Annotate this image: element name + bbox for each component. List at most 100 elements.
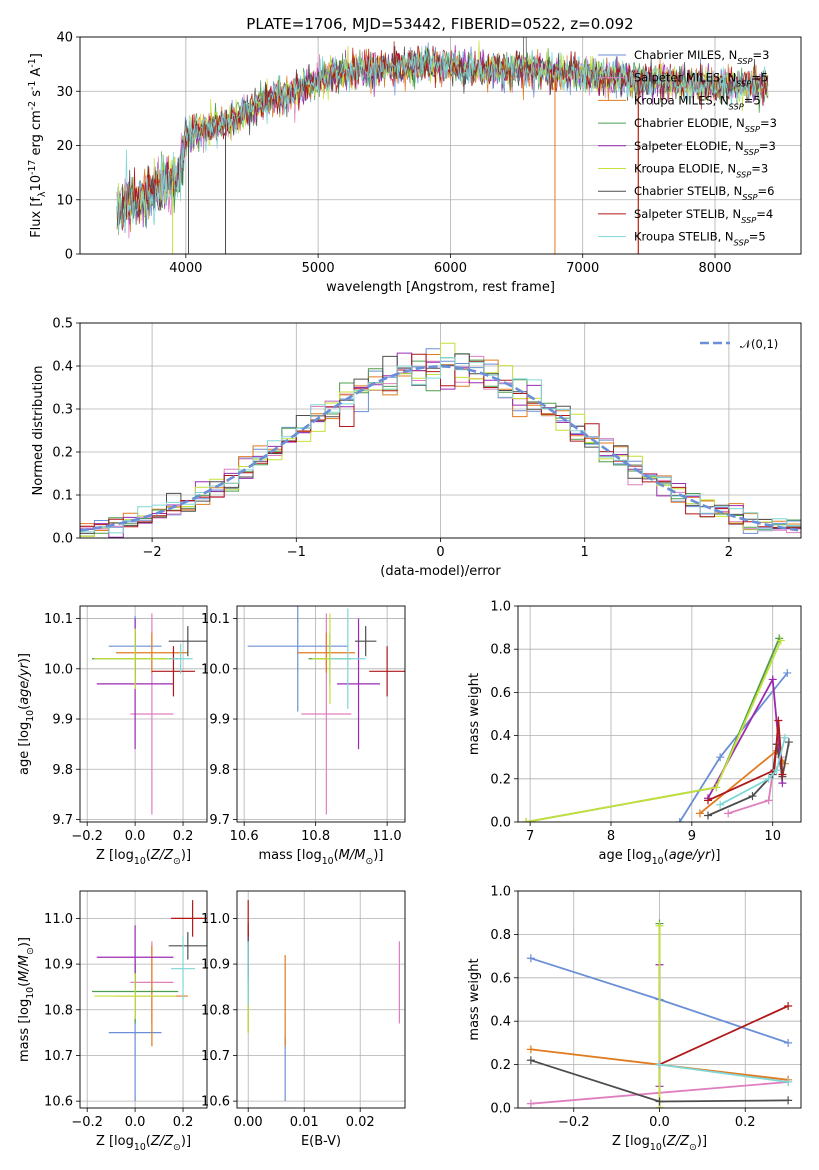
- axes-frame: [517, 605, 802, 823]
- weight-marker: [675, 818, 684, 822]
- spectrum-axes: 4000 5000 6000 7000 8000 0 10 20 30 40 wavelength …: [27, 31, 802, 295]
- weight-marker: [716, 753, 725, 762]
- plot-area: [247, 606, 405, 815]
- text-span: Z [log: [612, 1134, 650, 1149]
- x-axis-label: Z [log10(Z/Z⊙)]: [96, 1134, 191, 1153]
- text-span: s: [29, 90, 44, 101]
- x-tick-label: 11.0: [373, 829, 402, 844]
- x-tick-label: −1: [287, 545, 306, 560]
- text-span: -2: [27, 101, 38, 110]
- figure-title: PLATE=1706, MJD=53442, FIBERID=0522, z=0…: [246, 15, 633, 33]
- text-span: ⊙: [365, 856, 373, 867]
- mass-vs-ebv-axes: 0.00 0.01 0.02 10.6 10.7 10.8 10.9 11.0 E(B-V): [201, 890, 406, 1149]
- text-span: ⊙: [689, 1142, 697, 1153]
- x-axis-label: mass [log10(M/M⊙)]: [259, 848, 384, 867]
- text-span: 𝒩(0,1): [740, 337, 778, 351]
- x-tick-label: 9: [688, 829, 696, 844]
- text-span: )]: [181, 1134, 191, 1149]
- weight-marker: [764, 774, 773, 783]
- y-tick-label: 9.9: [52, 713, 73, 728]
- weight-line: [719, 737, 786, 806]
- x-tick-label: 5000: [302, 261, 335, 276]
- weight-marker: [764, 796, 773, 805]
- x-tick-label: 0: [436, 545, 444, 560]
- x-tick-label: 8: [607, 829, 615, 844]
- text-span: SSP: [744, 147, 759, 157]
- y-tick-label: 0: [65, 248, 73, 263]
- text-span: =5: [751, 71, 768, 85]
- text-span: 10: [25, 987, 36, 999]
- axes-frame: [236, 605, 406, 823]
- text-span: E(B-V): [301, 1134, 341, 1149]
- y-axis-label: mass weight: [467, 958, 482, 1040]
- weight-marker: [768, 675, 777, 684]
- weight-marker: [778, 770, 787, 779]
- x-tick-label: 7000: [566, 261, 599, 276]
- y-tick-label: 0.4: [490, 1015, 511, 1030]
- text-span: 10: [652, 856, 664, 867]
- x-tick-label: 2: [725, 545, 733, 560]
- text-span: M/M: [17, 955, 32, 982]
- weight-marker: [784, 738, 793, 747]
- x-tick-label: 10.8: [301, 829, 330, 844]
- x-tick-label: 6000: [434, 261, 467, 276]
- text-span: =3: [752, 48, 769, 62]
- text-span: )]: [373, 848, 383, 863]
- text-span: Chabrier MILES, N: [634, 48, 737, 62]
- text-span: Salpeter MILES, N: [634, 71, 736, 85]
- text-span: =3: [760, 116, 777, 130]
- text-span: (: [17, 705, 32, 710]
- x-axis-label: Z [log10(Z/Z⊙)]: [612, 1134, 707, 1153]
- y-tick-label: 10.6: [44, 1095, 73, 1110]
- y-tick-label: 0.0: [490, 1102, 511, 1117]
- legend-label: Chabrier ELODIE, NSSP=3: [634, 116, 777, 134]
- x-tick-label: −2: [143, 545, 162, 560]
- text-span: ⊙: [173, 1142, 181, 1153]
- grid: [80, 891, 207, 1108]
- text-span: Z [log: [96, 1134, 134, 1149]
- y-tick-label: 10.1: [201, 612, 230, 627]
- text-span: λ: [37, 191, 48, 197]
- y-axis-label: age [log10(age/yr)]: [17, 653, 36, 775]
- weight-marker: [712, 783, 721, 792]
- text-span: Salpeter STELIB, N: [634, 207, 741, 221]
- text-span: (: [146, 1134, 151, 1149]
- x-tick-label: 8000: [698, 261, 731, 276]
- text-span: (: [17, 982, 32, 987]
- x-tick-label: −0.2: [71, 829, 103, 844]
- y-tick-label: 30: [56, 85, 73, 100]
- y-tick-label: 10.7: [201, 1049, 230, 1064]
- text-span: mass weight: [467, 958, 482, 1040]
- text-span: -17: [27, 160, 38, 175]
- weight-marker: [748, 792, 757, 801]
- y-tick-label: 0.1: [52, 489, 73, 504]
- y-tick-label: 9.9: [209, 713, 230, 728]
- text-span: age/yr: [669, 848, 712, 863]
- legend-label: Salpeter STELIB, NSSP=4: [634, 207, 773, 225]
- weight-marker: [784, 1002, 793, 1011]
- text-span: =5: [749, 230, 766, 244]
- x-tick-label: 1: [581, 545, 589, 560]
- text-span: Kroupa ELODIE, N: [634, 162, 736, 176]
- text-span: age/yr: [17, 661, 32, 704]
- histogram-axes: −2 −1 0 1 2 0.0 0.1 0.2 0.3 0.4 0.5 (data-model)/er…: [31, 317, 802, 579]
- axes-frame: [79, 605, 208, 823]
- x-tick-label: 0.2: [735, 1115, 756, 1130]
- text-span: Z/Z: [666, 1134, 690, 1149]
- text-span: 10: [25, 710, 36, 722]
- axes-frame: [79, 322, 802, 539]
- text-span: -1: [27, 58, 38, 67]
- plot-area: [526, 919, 793, 1108]
- weight-line: [525, 640, 782, 822]
- text-span: SSP: [742, 192, 757, 202]
- text-span: A: [29, 68, 44, 81]
- x-tick-label: 0.0: [125, 829, 146, 844]
- weight-marker: [784, 1038, 793, 1047]
- y-tick-label: 0.5: [52, 317, 73, 332]
- plot-area: [247, 900, 400, 1102]
- y-tick-label: 0.0: [52, 532, 73, 547]
- y-tick-label: 0.8: [490, 928, 511, 943]
- y-tick-label: 10.7: [44, 1049, 73, 1064]
- x-tick-label: 0.2: [173, 829, 194, 844]
- y-tick-label: 0.4: [490, 729, 511, 744]
